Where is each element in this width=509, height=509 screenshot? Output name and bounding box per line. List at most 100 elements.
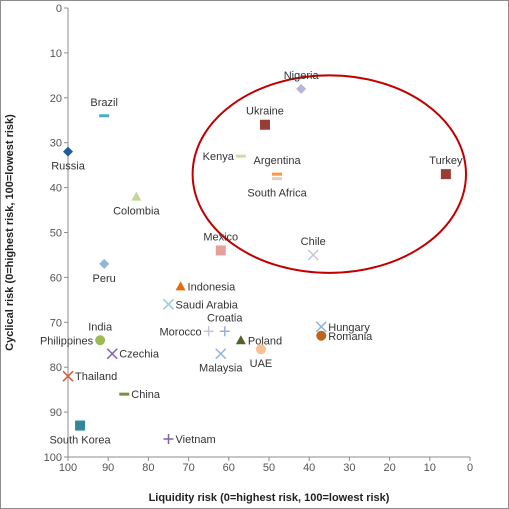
point-uae: UAE	[250, 344, 273, 370]
point-ukraine: Ukraine	[246, 106, 284, 130]
point-label: Hungary	[328, 322, 370, 334]
point-marker	[215, 245, 226, 256]
point-hungary: Hungary	[315, 321, 370, 334]
point-marker	[315, 321, 327, 333]
y-tick-label: 50	[50, 228, 62, 240]
point-marker	[296, 83, 307, 94]
annotation-layer	[191, 74, 467, 274]
point-marker	[259, 119, 270, 130]
point-label: Croatia	[207, 312, 243, 324]
point-croatia: Croatia	[207, 312, 243, 337]
point-philippines: Philippines	[40, 335, 106, 347]
x-tick-label: 50	[263, 462, 275, 474]
point-indonesia: Indonesia	[175, 281, 237, 293]
point-marker	[272, 172, 283, 176]
point-marker	[203, 326, 214, 337]
point-label: Argentina	[253, 155, 301, 167]
x-tick-label: 80	[142, 462, 154, 474]
axes: 100 90 80 70 60 50 40 30 20 10 0010203040506070809…	[44, 3, 473, 474]
point-label: India	[88, 321, 113, 333]
x-tick-label: 100	[59, 462, 77, 474]
point-label: Russia	[51, 161, 86, 173]
point-label: Thailand	[75, 371, 117, 383]
point-marker	[162, 298, 175, 310]
point-marker	[272, 177, 283, 181]
point-marker	[235, 154, 246, 158]
point-south-korea: South Korea	[49, 420, 112, 447]
point-label: Saudi Arabia	[176, 299, 239, 311]
y-tick-label: 100	[44, 452, 62, 464]
y-tick-label: 0	[56, 3, 62, 15]
y-tick-label: 20	[50, 93, 62, 105]
point-kenya: Kenya	[203, 151, 246, 163]
x-tick-label: 30	[343, 462, 355, 474]
point-malaysia: Malaysia	[199, 348, 243, 375]
point-label: Czechia	[119, 349, 160, 361]
point-marker	[75, 420, 86, 431]
point-marker	[99, 114, 110, 118]
point-label: Chile	[301, 236, 326, 248]
point-argentina: Argentina	[253, 155, 301, 176]
point-marker	[175, 281, 186, 291]
point-marker	[215, 348, 227, 360]
point-saudi-arabia: Saudi Arabia	[162, 298, 239, 311]
point-label: Indonesia	[188, 281, 237, 293]
y-tick-label: 70	[50, 317, 62, 329]
y-tick-label: 80	[50, 362, 62, 374]
point-marker	[119, 392, 130, 396]
point-label: Kenya	[203, 151, 235, 163]
highlight-ellipse	[191, 74, 467, 274]
x-tick-label: 20	[383, 462, 395, 474]
point-label: Malaysia	[199, 363, 243, 375]
point-thailand: Thailand	[62, 370, 117, 383]
y-tick-label: 10	[50, 48, 62, 60]
point-marker	[106, 348, 118, 360]
y-axis-title: Cyclical risk (0=highest risk, 100=lowes…	[4, 114, 16, 351]
x-tick-label: 60	[223, 462, 235, 474]
point-label: Nigeria	[284, 70, 320, 82]
point-czechia: Czechia	[106, 348, 160, 361]
point-marker	[62, 370, 74, 382]
point-label: Ukraine	[246, 106, 284, 118]
x-tick-label: 40	[303, 462, 315, 474]
point-label: UAE	[250, 358, 273, 370]
y-tick-label: 60	[50, 272, 62, 284]
point-morocco: Morocco	[160, 326, 214, 338]
point-marker	[95, 335, 106, 346]
point-marker	[63, 146, 73, 157]
point-marker	[99, 258, 110, 269]
point-marker	[235, 335, 246, 345]
point-label: Philippines	[40, 335, 94, 347]
point-label: Peru	[93, 273, 116, 285]
point-label: Colombia	[113, 206, 160, 218]
x-tick-label: 0	[467, 462, 473, 474]
point-marker	[163, 434, 174, 445]
point-china: China	[119, 389, 161, 401]
point-brazil: Brazil	[90, 97, 118, 118]
point-chile: Chile	[301, 236, 326, 261]
x-tick-label: 10	[424, 462, 436, 474]
point-marker	[316, 330, 327, 341]
point-marker	[131, 191, 142, 201]
point-label: China	[131, 389, 161, 401]
point-romania: Romania	[316, 330, 373, 343]
point-mexico: Mexico	[203, 231, 238, 256]
point-label: Poland	[248, 335, 282, 347]
x-tick-label: 70	[182, 462, 194, 474]
y-tick-label: 40	[50, 183, 62, 195]
point-south-africa: South Africa	[247, 177, 308, 200]
point-turkey: Turkey	[429, 155, 463, 180]
x-axis-title: Liquidity risk (0=highest risk, 100=lowe…	[149, 492, 390, 504]
y-tick-label: 30	[50, 138, 62, 150]
point-peru: Peru	[93, 258, 116, 285]
point-label: Romania	[328, 331, 373, 343]
point-vietnam: Vietnam	[163, 434, 216, 446]
point-label: Morocco	[160, 326, 202, 338]
point-russia: Russia	[51, 146, 86, 173]
point-label: Turkey	[429, 155, 463, 167]
point-marker	[440, 169, 451, 180]
point-colombia: Colombia	[113, 191, 160, 218]
point-label: Brazil	[90, 97, 118, 109]
